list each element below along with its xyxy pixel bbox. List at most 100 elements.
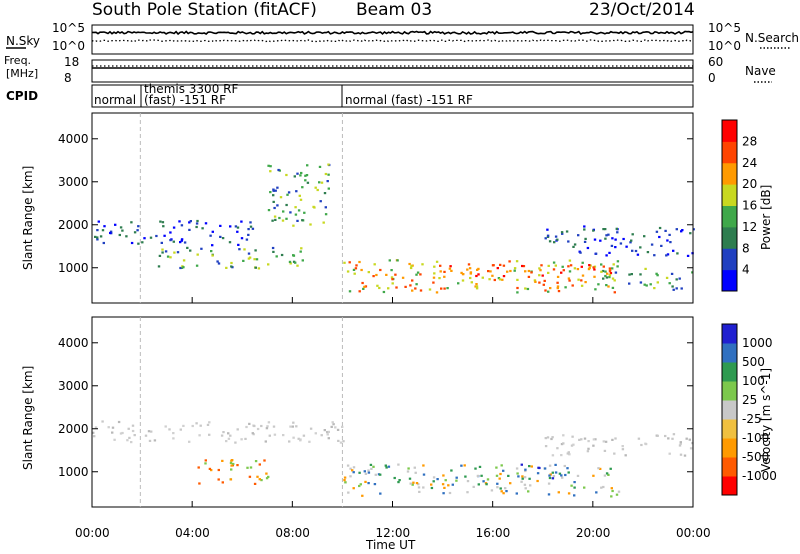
scatter-cell — [527, 269, 531, 273]
scatter-cell — [227, 432, 230, 435]
scatter-cell — [245, 425, 248, 429]
colorbar-tick-label: -1000 — [742, 469, 777, 483]
scatter-cell — [230, 464, 233, 467]
scatter-cell — [435, 291, 439, 294]
scatter-cell — [592, 438, 596, 441]
noise-left-label: N.Sky — [6, 34, 40, 48]
scatter-cell — [372, 465, 375, 468]
noise-sky-series — [92, 30, 694, 36]
scatter-cell — [645, 284, 648, 287]
scatter-cell — [578, 438, 581, 441]
scatter-cell — [692, 228, 695, 231]
scatter-cell — [422, 486, 425, 489]
scatter-cell — [486, 478, 490, 481]
scatter-cell — [196, 253, 199, 256]
scatter-cell — [447, 484, 450, 487]
scatter-cell — [292, 224, 295, 227]
scatter-cell — [449, 265, 452, 268]
scatter-cell — [614, 246, 617, 249]
scatter-cell — [544, 445, 548, 448]
scatter-cell — [295, 425, 298, 428]
scatter-cell — [320, 181, 324, 184]
scatter-cell — [500, 464, 503, 467]
scatter-cell — [678, 444, 682, 447]
scatter-cell — [433, 272, 436, 275]
scatter-cell — [653, 254, 656, 257]
scatter-cell — [441, 483, 445, 486]
scatter-cell — [265, 477, 269, 480]
scatter-cell — [130, 441, 133, 444]
scatter-cell — [492, 264, 495, 267]
scatter-cell — [608, 251, 611, 254]
scatter-cell — [672, 288, 675, 291]
scatter-cell — [196, 219, 199, 223]
scatter-cell — [117, 420, 121, 424]
scatter-cell — [460, 271, 463, 274]
scatter-cell — [316, 188, 319, 192]
scatter-cell — [282, 434, 285, 437]
scatter-cell — [462, 273, 465, 276]
scatter-cell — [288, 260, 292, 263]
scatter-cell — [221, 237, 225, 240]
scatter-cell — [509, 269, 512, 273]
scatter-cell — [324, 213, 328, 216]
scatter-cell — [636, 253, 640, 256]
scatter-cell — [469, 276, 472, 280]
scatter-cell — [509, 482, 512, 485]
scatter-cell — [439, 270, 442, 273]
scatter-cell — [119, 432, 123, 435]
scatter-cell — [285, 203, 288, 207]
scatter-cell — [583, 225, 586, 228]
scatter-cell — [314, 186, 317, 189]
scatter-cell — [299, 174, 302, 177]
scatter-cell — [111, 431, 114, 434]
scatter-cell — [572, 443, 575, 446]
scatter-cell — [343, 479, 346, 482]
scatter-cell — [583, 240, 587, 243]
scatter-cell — [544, 289, 547, 292]
time-tick-label: 20:00 — [576, 526, 611, 540]
scatter-cell — [490, 489, 494, 492]
scatter-cell — [208, 467, 212, 470]
scatter-cell — [560, 271, 563, 274]
scatter-cell — [266, 425, 269, 428]
scatter-cell — [650, 243, 654, 246]
scatter-cell — [416, 271, 420, 274]
scatter-cell — [352, 471, 355, 474]
scatter-cell — [501, 278, 504, 281]
scatter-cell — [251, 432, 254, 435]
scatter-cell — [121, 229, 124, 232]
scatter-cell — [496, 267, 499, 270]
scatter-cell — [443, 270, 446, 273]
scatter-cell — [217, 468, 220, 472]
scatter-cell — [611, 237, 614, 240]
scatter-cell — [587, 447, 590, 450]
scatter-cell — [293, 175, 296, 178]
scatter-cell — [137, 225, 140, 228]
scatter-cell — [406, 470, 410, 473]
scatter-cell — [469, 271, 473, 274]
scatter-cell — [573, 486, 576, 489]
scatter-cell — [569, 264, 573, 267]
scatter-cell — [289, 211, 292, 214]
scatter-cell — [630, 273, 633, 276]
scatter-cell — [604, 228, 607, 231]
scatter-cell — [322, 221, 325, 224]
colorbar-swatch — [722, 162, 737, 185]
scatter-cell — [422, 473, 426, 476]
scatter-cell — [180, 266, 184, 269]
scatter-cell — [616, 260, 620, 263]
scatter-cell — [238, 248, 241, 251]
scatter-cell — [188, 440, 191, 443]
scatter-cell — [387, 287, 390, 290]
scatter-cell — [411, 279, 414, 282]
scatter-cell — [432, 476, 436, 479]
scatter-cell — [370, 467, 373, 470]
scatter-cell — [186, 246, 189, 249]
scatter-cell — [600, 486, 603, 489]
cpid-segment-2-line-2: (fast) -151 RF — [144, 93, 226, 107]
scatter-cell — [362, 287, 365, 290]
scatter-cell — [527, 275, 531, 278]
scatter-cell — [161, 248, 164, 251]
y-tick-label: 3000 — [58, 175, 89, 189]
